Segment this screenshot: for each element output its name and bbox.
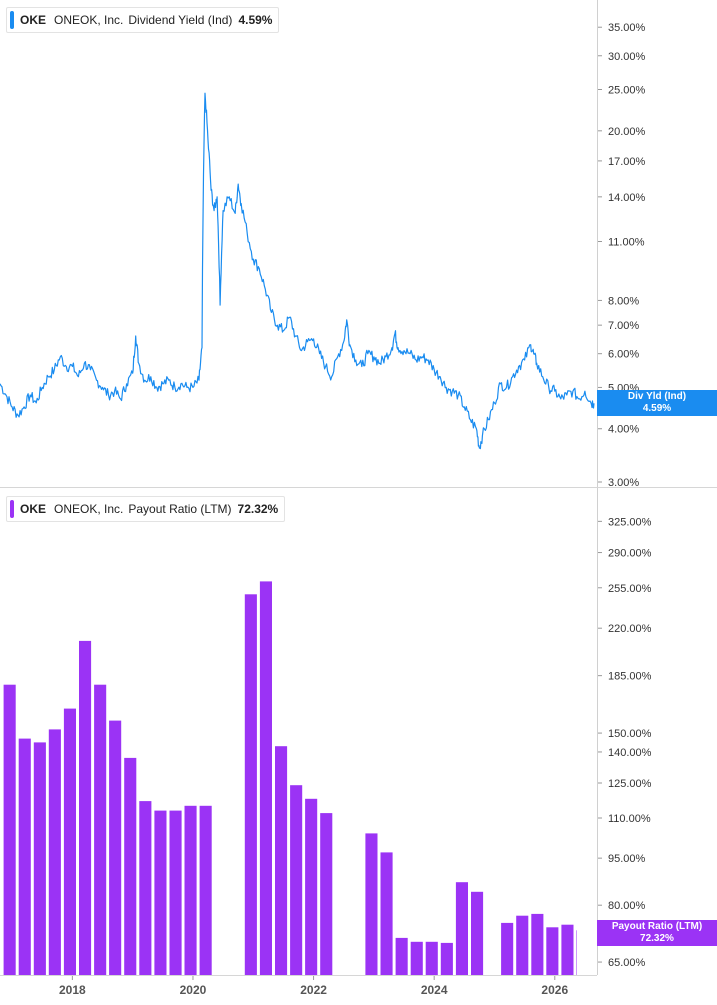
yield-panel: 35.00% 30.00% 25.00% 20.00% 17.00% 14.00% 11.0… — [0, 22, 646, 489]
yield-ytick-label: 35.00% — [608, 22, 646, 34]
payout-legend-ticker: OKE — [20, 502, 47, 516]
payout-bar — [471, 891, 484, 975]
payout-ytick-label: 140.00% — [608, 747, 652, 759]
x-axis: 2018 2020 2022 2024 2026 — [59, 975, 568, 997]
yield-ytick-label: 14.00% — [608, 192, 646, 204]
payout-bar — [244, 594, 257, 975]
payout-bar — [576, 930, 577, 975]
payout-tag-value: 72.32% — [640, 933, 674, 944]
payout-bar — [380, 852, 393, 975]
payout-ytick-label: 80.00% — [608, 900, 646, 912]
payout-legend-swatch — [10, 500, 14, 518]
yield-ytick-label: 17.00% — [608, 156, 646, 168]
yield-legend: OKE ONEOK, Inc. Dividend Yield (Ind) 4.5… — [6, 7, 280, 33]
yield-legend-ticker: OKE — [20, 13, 47, 27]
payout-bar — [275, 746, 288, 975]
yield-legend-company: ONEOK, Inc. — [54, 13, 124, 27]
payout-bar — [320, 813, 333, 975]
payout-bar — [109, 720, 122, 975]
payout-bar — [48, 729, 61, 975]
payout-ytick-label: 255.00% — [608, 583, 652, 595]
x-tick-label: 2020 — [180, 983, 207, 997]
payout-bar — [425, 941, 438, 975]
payout-ytick-label: 185.00% — [608, 671, 652, 683]
yield-legend-swatch — [10, 11, 14, 29]
yield-ytick-label: 7.00% — [608, 320, 639, 332]
x-tick-label: 2026 — [541, 983, 568, 997]
yield-legend-metric: Dividend Yield (Ind) — [128, 13, 233, 27]
payout-bar — [365, 833, 378, 975]
payout-bar — [395, 937, 408, 975]
payout-bar — [546, 927, 559, 975]
yield-ytick-label: 3.00% — [608, 477, 639, 489]
payout-bar — [516, 915, 529, 975]
payout-bar — [154, 810, 167, 975]
payout-bar — [63, 708, 76, 975]
yield-ytick-label: 4.00% — [608, 424, 639, 436]
payout-current-tag: Payout Ratio (LTM) 72.32% — [597, 920, 717, 946]
payout-ytick-label: 95.00% — [608, 853, 646, 865]
payout-ytick-label: 290.00% — [608, 548, 652, 560]
payout-legend-company: ONEOK, Inc. — [54, 502, 124, 516]
payout-legend-metric: Payout Ratio (LTM) — [128, 502, 232, 516]
payout-bar — [79, 640, 92, 975]
yield-ytick-label: 20.00% — [608, 126, 646, 138]
yield-line — [0, 92, 595, 450]
payout-bar — [410, 941, 423, 975]
payout-bar — [561, 924, 574, 975]
yield-current-tag: Div Yld (Ind) 4.59% — [597, 390, 717, 416]
payout-ytick-label: 65.00% — [608, 957, 646, 969]
payout-legend: OKE ONEOK, Inc. Payout Ratio (LTM) 72.32… — [6, 496, 286, 522]
payout-bar — [139, 801, 152, 975]
x-tick-label: 2018 — [59, 983, 86, 997]
yield-ytick-label: 30.00% — [608, 51, 646, 63]
payout-bar — [169, 810, 182, 975]
yield-tag-value: 4.59% — [642, 403, 672, 414]
payout-bar — [124, 757, 137, 975]
x-tick-label: 2022 — [300, 983, 327, 997]
payout-bar — [531, 913, 544, 975]
payout-ytick-label: 110.00% — [608, 813, 651, 825]
payout-bar — [440, 942, 453, 975]
payout-bar — [94, 684, 107, 975]
yield-ytick-label: 11.00% — [608, 236, 645, 248]
payout-ytick-label: 150.00% — [608, 728, 652, 740]
payout-bar — [184, 805, 197, 975]
payout-ytick-label: 220.00% — [608, 623, 652, 635]
payout-bar — [455, 882, 468, 975]
payout-bar — [259, 581, 272, 975]
yield-ytick-label: 6.00% — [608, 349, 639, 361]
payout-panel: 325.00% 290.00% 255.00% 220.00% 185.00% 150.0… — [3, 516, 652, 975]
x-tick-label: 2024 — [421, 983, 448, 997]
yield-ytick-label: 8.00% — [608, 295, 639, 307]
payout-bar — [501, 922, 514, 975]
payout-bar — [199, 805, 212, 975]
payout-tag-title: Payout Ratio (LTM) — [611, 921, 703, 932]
payout-bar — [3, 684, 16, 975]
yield-legend-value: 4.59% — [238, 13, 273, 27]
payout-ytick-label: 125.00% — [608, 778, 652, 790]
payout-bar — [33, 742, 46, 975]
payout-ytick-label: 325.00% — [608, 516, 652, 528]
yield-tag-title: Div Yld (Ind) — [627, 391, 687, 402]
yield-ytick-label: 25.00% — [608, 85, 646, 97]
payout-bar — [305, 798, 318, 975]
payout-legend-value: 72.32% — [237, 502, 279, 516]
payout-bar — [290, 785, 303, 975]
payout-bar — [18, 738, 31, 975]
